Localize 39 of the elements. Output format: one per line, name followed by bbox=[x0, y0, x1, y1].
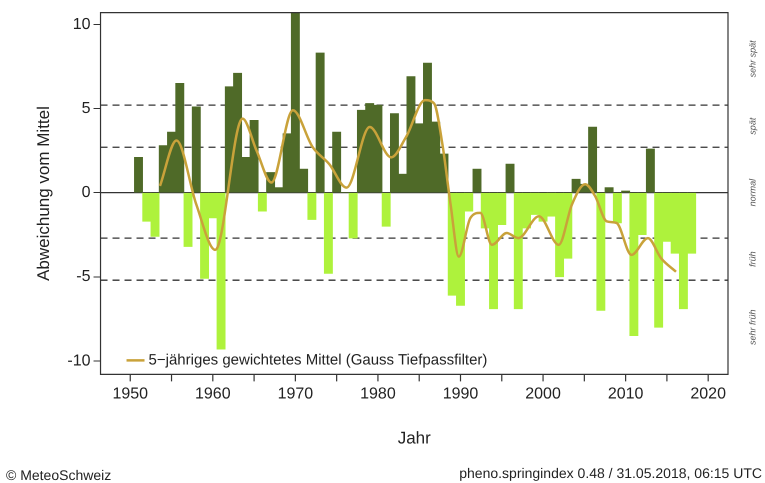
y-axis-title: Abweichung vom Mittel bbox=[34, 106, 53, 281]
bar bbox=[612, 192, 622, 224]
bar bbox=[324, 192, 333, 274]
text: normal bbox=[748, 178, 758, 206]
bar bbox=[596, 192, 606, 311]
y-tick-label: -5 bbox=[76, 268, 91, 286]
x-axis-title: Jahr bbox=[398, 428, 432, 448]
text: spät bbox=[748, 117, 758, 135]
x-tick-label: 1980 bbox=[360, 385, 396, 402]
y-tick-label: 5 bbox=[82, 100, 91, 117]
x-tick-label: 1990 bbox=[442, 385, 478, 402]
bar bbox=[472, 168, 482, 192]
bar bbox=[348, 192, 358, 238]
bar bbox=[184, 192, 192, 247]
x-tick-label: 1960 bbox=[195, 385, 231, 402]
bar bbox=[134, 156, 143, 192]
y-tick-label: 10 bbox=[72, 16, 91, 33]
x-tick-label: 2010 bbox=[608, 385, 644, 402]
bar bbox=[604, 187, 614, 192]
text: sehr früh bbox=[748, 310, 758, 346]
legend-label: 5−jähriges gewichtetes Mittel (Gauss Tiefpassfilter) bbox=[148, 352, 488, 369]
text: pheno.springindex 0.48 / 31.05.2018, 06:15 UTC bbox=[459, 465, 762, 481]
text: © MeteoSchweiz bbox=[6, 467, 112, 483]
bar bbox=[646, 148, 655, 192]
bar bbox=[316, 52, 325, 192]
bar bbox=[307, 192, 316, 220]
x-tick-label: 1970 bbox=[278, 385, 314, 402]
x-tick-label: 2000 bbox=[525, 385, 561, 402]
bar bbox=[382, 192, 391, 227]
y-tick-label: 0 bbox=[82, 184, 91, 202]
x-tick-label: 2020 bbox=[690, 385, 726, 402]
bar bbox=[192, 106, 201, 192]
x-tick-label: 1950 bbox=[112, 385, 148, 402]
text: früh bbox=[748, 251, 758, 267]
bar bbox=[258, 192, 267, 212]
bar bbox=[506, 164, 514, 192]
text: sehr spät bbox=[748, 40, 758, 78]
line-series bbox=[158, 98, 678, 273]
y-tick-label: -10 bbox=[67, 352, 91, 370]
